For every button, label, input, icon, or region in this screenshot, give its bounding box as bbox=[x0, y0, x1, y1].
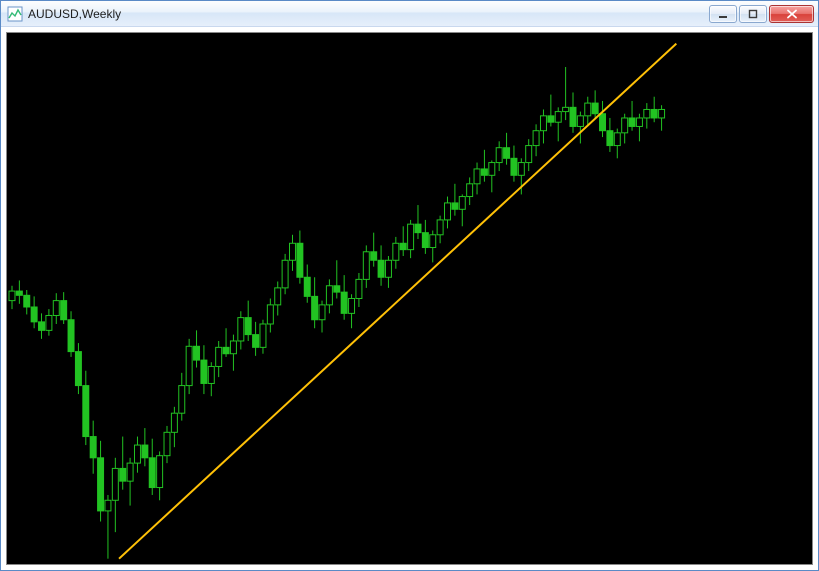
window-buttons bbox=[709, 5, 814, 23]
window-title: AUDUSD,Weekly bbox=[28, 7, 709, 21]
app-window: AUDUSD,Weekly bbox=[0, 0, 819, 571]
minimize-button[interactable] bbox=[709, 5, 737, 23]
app-icon bbox=[7, 6, 23, 22]
close-button[interactable] bbox=[769, 5, 814, 23]
maximize-button[interactable] bbox=[739, 5, 767, 23]
title-bar[interactable]: AUDUSD,Weekly bbox=[1, 1, 818, 27]
chart-area[interactable] bbox=[6, 32, 813, 565]
candlestick-chart bbox=[7, 33, 812, 564]
